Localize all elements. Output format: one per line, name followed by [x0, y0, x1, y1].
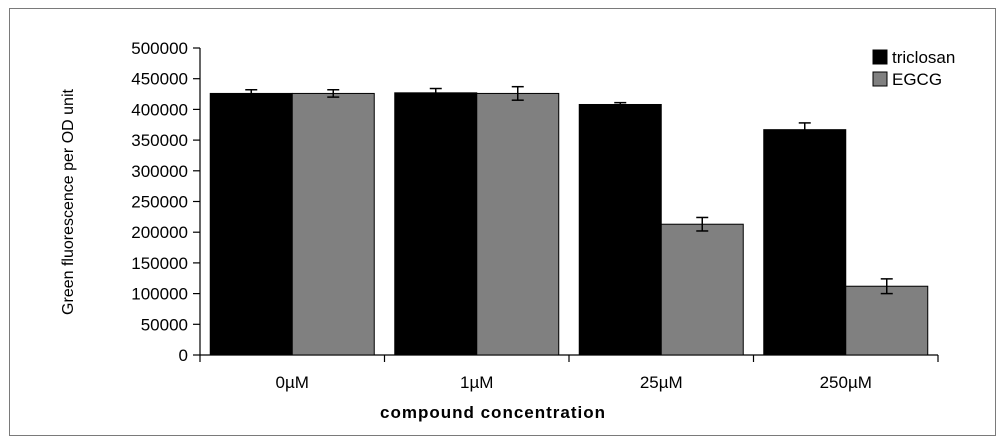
y-tick-label: 350000 [131, 131, 188, 150]
legend-label-triclosan: triclosan [892, 48, 955, 67]
bar-egcg [476, 92, 560, 356]
bars [209, 92, 929, 356]
x-axis: 0µM 1µM 25µM 250µM [199, 354, 939, 392]
y-tick-label: 400000 [131, 100, 188, 119]
y-axis: 0 50000 100000 150000 200000 250000 300000 3500… [131, 39, 201, 365]
bar-triclosan [578, 103, 662, 356]
y-tick-label: 50000 [141, 315, 188, 334]
y-tick-label: 0 [179, 346, 188, 365]
y-tick-label: 250000 [131, 193, 188, 212]
y-tick-label: 450000 [131, 70, 188, 89]
legend-swatch-egcg [872, 71, 888, 87]
y-tick-label: 300000 [131, 162, 188, 181]
bar-triclosan [209, 92, 293, 356]
bar-egcg [660, 223, 744, 356]
legend-swatch-triclosan [872, 49, 888, 65]
bar-triclosan [394, 92, 478, 356]
x-tick-label: 25µM [640, 373, 683, 392]
x-tick-label: 1µM [460, 373, 493, 392]
y-axis-label: Green fluorescence per OD unit [60, 89, 77, 315]
y-tick-label: 150000 [131, 254, 188, 273]
x-axis-label: compound concentration [380, 403, 606, 422]
x-tick-label: 0µM [276, 373, 309, 392]
legend-label-egcg: EGCG [892, 70, 942, 89]
y-tick-label: 200000 [131, 223, 188, 242]
bar-triclosan [763, 129, 847, 356]
bar-egcg [845, 285, 929, 356]
legend: triclosan EGCG [872, 48, 955, 89]
x-tick-label: 250µM [820, 373, 872, 392]
y-tick-label: 500000 [131, 39, 188, 58]
y-tick-label: 100000 [131, 285, 188, 304]
error-bars [245, 85, 893, 295]
bar-egcg [291, 92, 375, 356]
